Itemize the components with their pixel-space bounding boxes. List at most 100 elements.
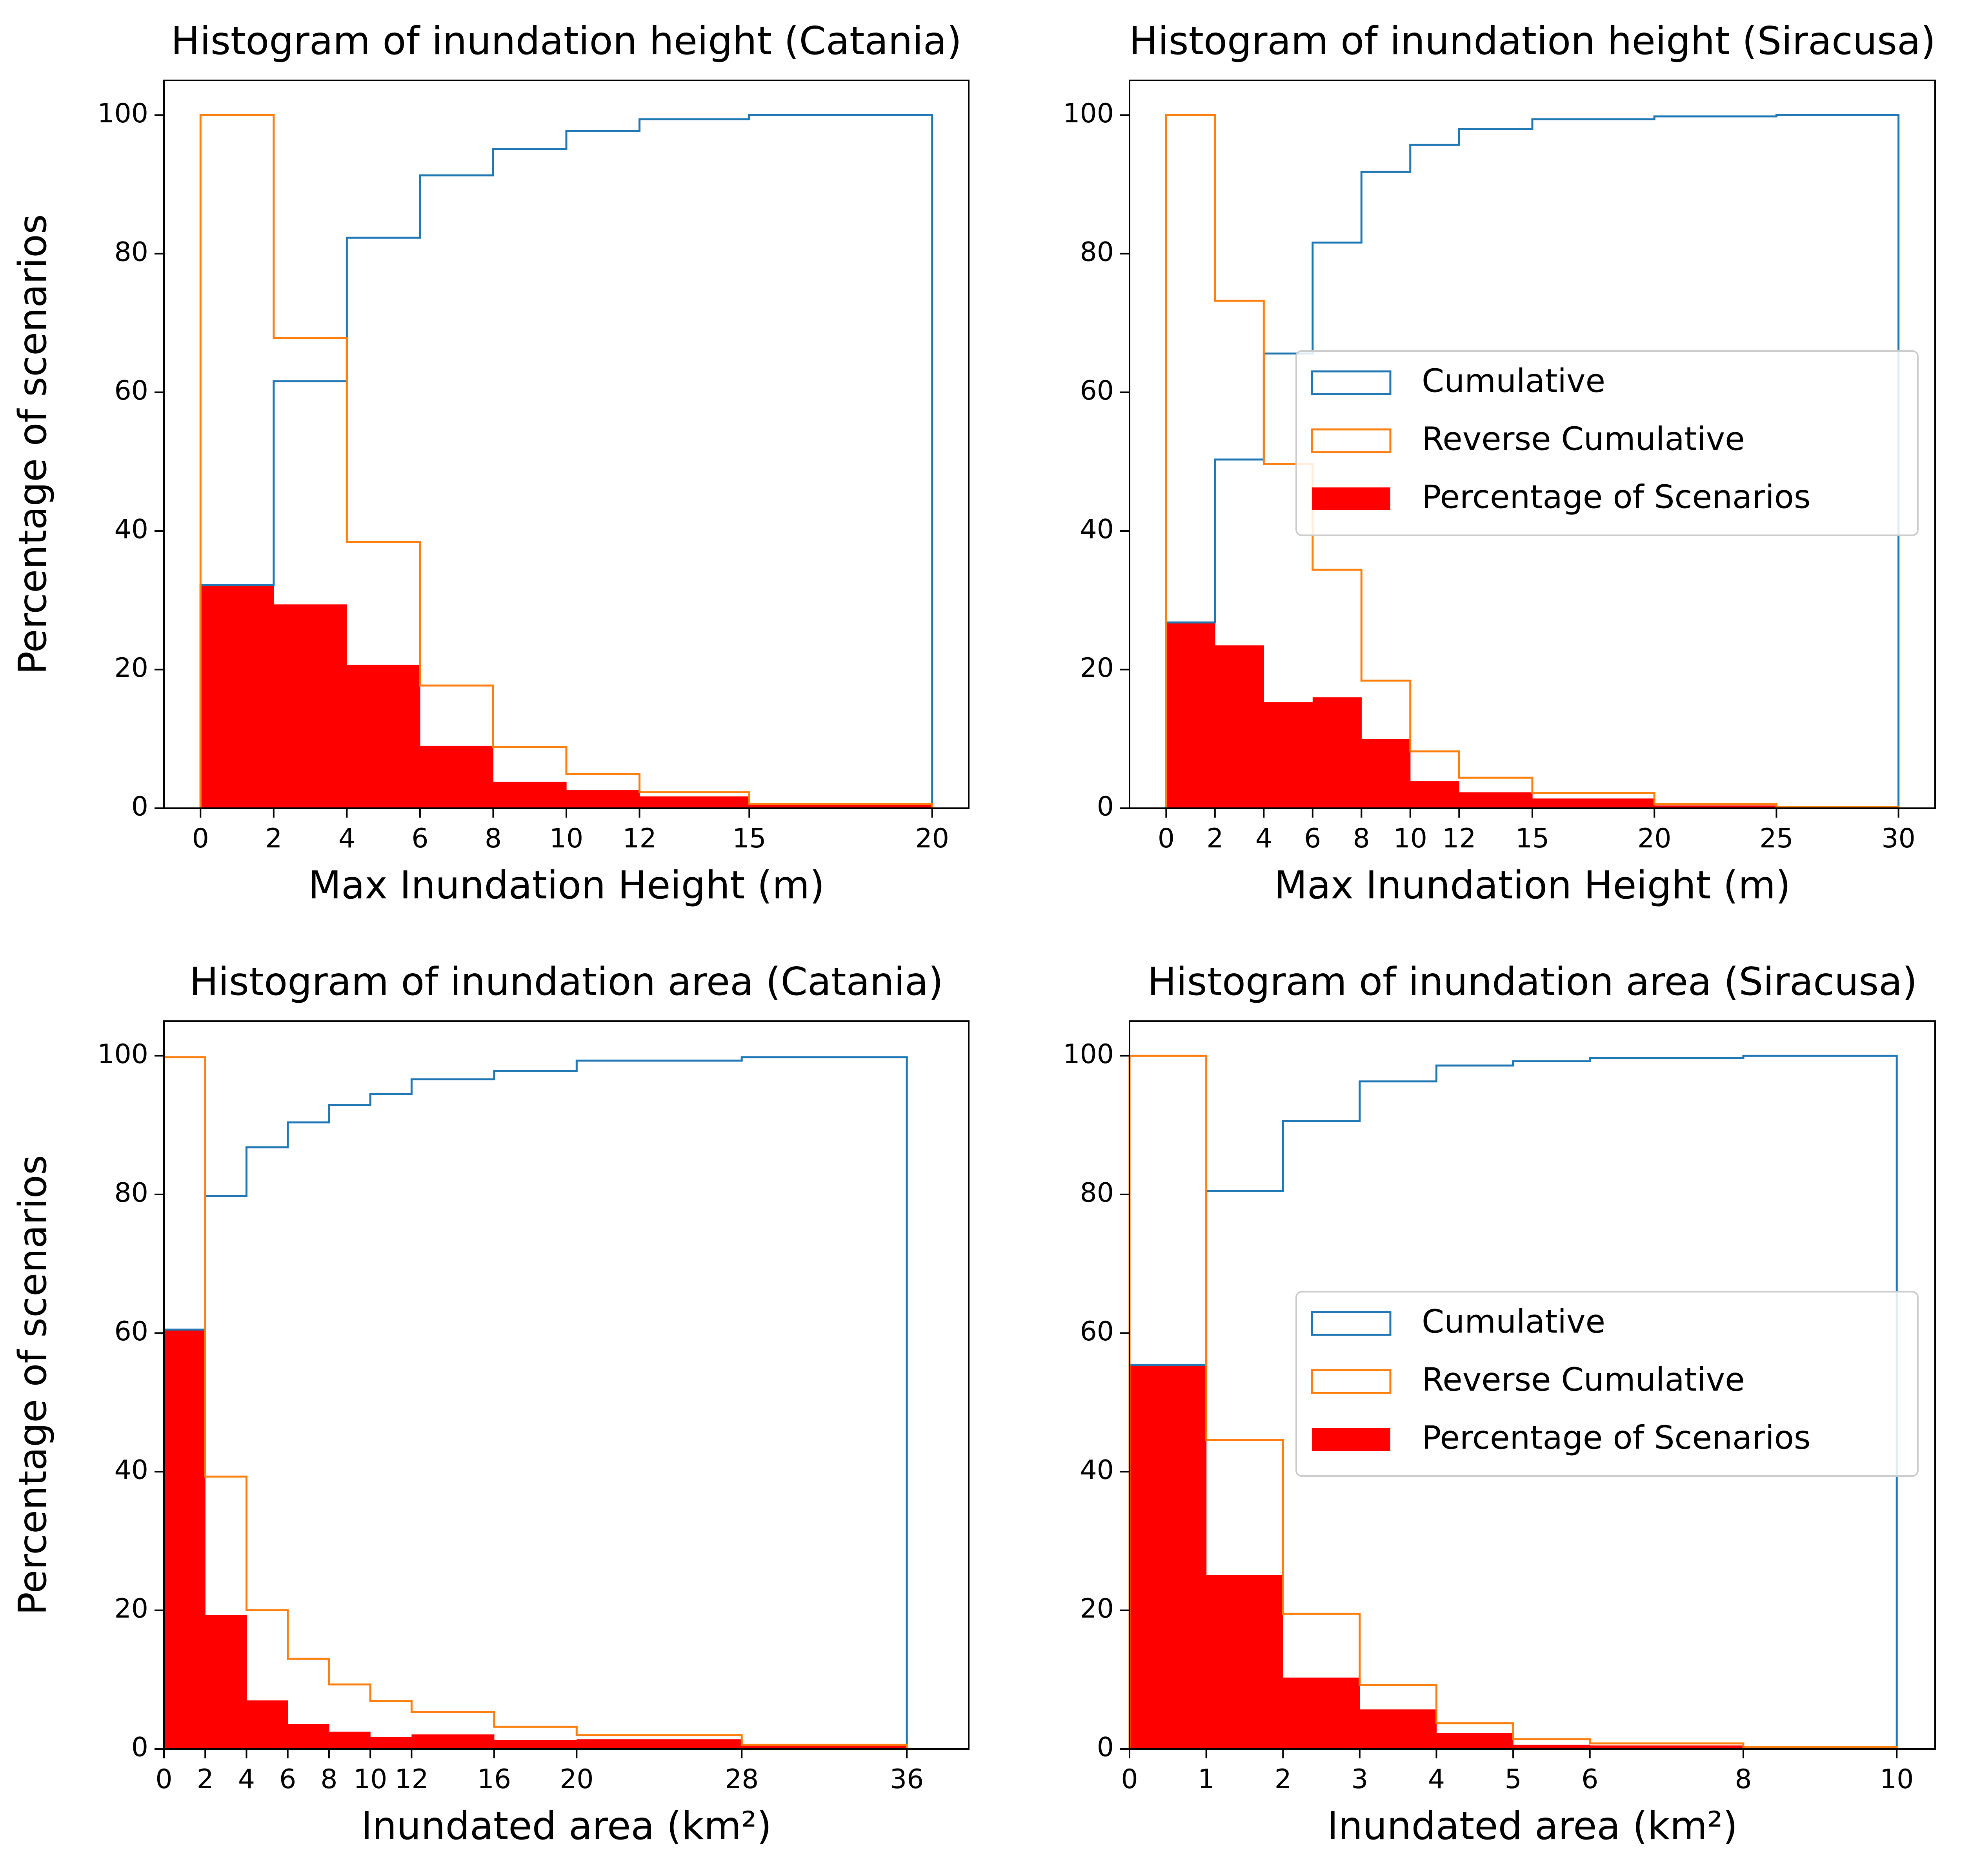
- x-tick-label: 10: [353, 1764, 387, 1795]
- bar: [420, 745, 494, 808]
- y-tick-label: 20: [1080, 653, 1114, 684]
- chart-title: Histogram of inundation area (Catania): [189, 960, 943, 1004]
- x-tick-label: 6: [1581, 1764, 1598, 1795]
- chart-title: Histogram of inundation area (Siracusa): [1148, 960, 1917, 1004]
- bar: [164, 1329, 206, 1749]
- x-tick-label: 20: [560, 1764, 594, 1795]
- y-tick-label: 80: [114, 1177, 148, 1208]
- series-line-reverse-cumulative: [1165, 114, 1900, 808]
- x-tick-label: 2: [197, 1764, 214, 1795]
- bar: [494, 1740, 577, 1749]
- x-tick-label: 16: [477, 1764, 511, 1795]
- x-tick-label: 6: [279, 1764, 296, 1795]
- x-axis-label: Max Inundation Height (m): [1274, 863, 1790, 908]
- y-tick-label: 0: [1097, 791, 1114, 822]
- x-tick-label: 10: [549, 823, 584, 854]
- y-tick-label: 60: [114, 375, 148, 406]
- x-tick-label: 8: [1735, 1764, 1752, 1795]
- x-tick-label: 4: [1255, 823, 1272, 854]
- legend-label: Percentage of Scenarios: [1422, 478, 1811, 516]
- series-line-reverse-cumulative: [163, 1056, 908, 1749]
- bar: [246, 1700, 288, 1749]
- legend-label: Reverse Cumulative: [1422, 420, 1745, 458]
- x-tick-label: 30: [1881, 823, 1916, 854]
- x-tick-label: 15: [1515, 823, 1550, 854]
- bar: [273, 604, 347, 808]
- x-tick-label: 4: [1428, 1764, 1445, 1795]
- legend-swatch-step: [1311, 428, 1392, 453]
- x-tick-label: 0: [192, 823, 209, 854]
- legend-label: Reverse Cumulative: [1422, 1361, 1745, 1398]
- x-tick-label: 12: [395, 1764, 429, 1795]
- x-tick-label: 6: [1304, 823, 1321, 854]
- bar: [639, 796, 749, 808]
- y-tick-label: 40: [1080, 514, 1114, 545]
- x-tick-label: 2: [265, 823, 282, 854]
- x-tick-label: 36: [890, 1764, 924, 1795]
- chart-panel-1: 0 20 40 60 80 100 0 2 4 6 8 10 12 15 20 Histogram of in…: [11, 19, 970, 908]
- x-tick-label: 8: [320, 1764, 337, 1795]
- y-tick-label: 40: [1080, 1454, 1114, 1485]
- bar: [566, 790, 640, 808]
- bar: [1206, 1575, 1283, 1749]
- y-tick-label: 100: [1063, 98, 1114, 129]
- y-tick-label: 60: [114, 1316, 148, 1347]
- bar: [200, 585, 274, 808]
- bar: [1359, 1709, 1437, 1749]
- x-axis-label: Inundated area (km²): [1327, 1804, 1737, 1849]
- bar: [1166, 622, 1215, 808]
- x-tick-label: 2: [1275, 1764, 1292, 1795]
- x-tick-label: 10: [1880, 1764, 1914, 1795]
- bar: [1283, 1677, 1360, 1749]
- x-tick-label: 0: [155, 1764, 172, 1795]
- chart-panel-4: 0 20 40 60 80 100 0 1 2 3 4 5 6 8 10 Histogram of inund…: [1063, 960, 1936, 1849]
- y-tick-label: 80: [114, 236, 148, 267]
- bar: [1312, 697, 1362, 808]
- legend-label: Percentage of Scenarios: [1422, 1419, 1811, 1456]
- legend-swatch-bar: [1312, 1428, 1390, 1451]
- chart-title: Histogram of inundation height (Siracusa…: [1129, 19, 1936, 64]
- y-tick-label: 100: [97, 1039, 148, 1070]
- y-tick-label: 0: [1097, 1732, 1114, 1763]
- bar: [370, 1737, 412, 1749]
- bar: [1264, 702, 1313, 808]
- y-tick-label: 20: [114, 1593, 148, 1624]
- bar: [1130, 1365, 1207, 1749]
- y-tick-label: 20: [1080, 1593, 1114, 1624]
- legend-label: Cumulative: [1422, 1303, 1605, 1340]
- x-tick-label: 20: [1637, 823, 1672, 854]
- x-tick-label: 6: [411, 823, 428, 854]
- x-tick-label: 15: [732, 823, 766, 854]
- legend-swatch-step: [1311, 1369, 1392, 1394]
- series-line-cumulative: [199, 114, 933, 808]
- x-tick-label: 5: [1504, 1764, 1521, 1795]
- x-tick-label: 0: [1121, 1764, 1138, 1795]
- bar: [1410, 781, 1459, 808]
- x-tick-label: 3: [1351, 1764, 1368, 1795]
- series-line-cumulative: [1165, 114, 1900, 808]
- bar: [1215, 645, 1264, 808]
- y-tick-label: 40: [114, 514, 148, 545]
- legend-swatch-step: [1311, 1311, 1392, 1336]
- chart-title: Histogram of inundation height (Catania): [171, 19, 962, 64]
- y-tick-label: 0: [131, 791, 148, 822]
- bar: [411, 1734, 495, 1749]
- series-line-cumulative: [163, 1056, 908, 1749]
- bar: [1743, 1747, 1897, 1749]
- y-tick-label: 80: [1080, 236, 1114, 267]
- bar: [1654, 805, 1777, 808]
- series-line-reverse-cumulative: [199, 114, 933, 808]
- y-tick-label: 0: [131, 1732, 148, 1763]
- x-axis-label: Max Inundation Height (m): [308, 863, 824, 908]
- x-axis-label: Inundated area (km²): [361, 1804, 771, 1849]
- x-tick-label: 25: [1759, 823, 1794, 854]
- y-tick-label: 60: [1080, 1316, 1114, 1347]
- x-tick-label: 8: [1353, 823, 1370, 854]
- bar: [1513, 1745, 1590, 1749]
- bar: [1590, 1745, 1744, 1749]
- x-tick-label: 4: [338, 823, 355, 854]
- bar: [742, 1745, 907, 1749]
